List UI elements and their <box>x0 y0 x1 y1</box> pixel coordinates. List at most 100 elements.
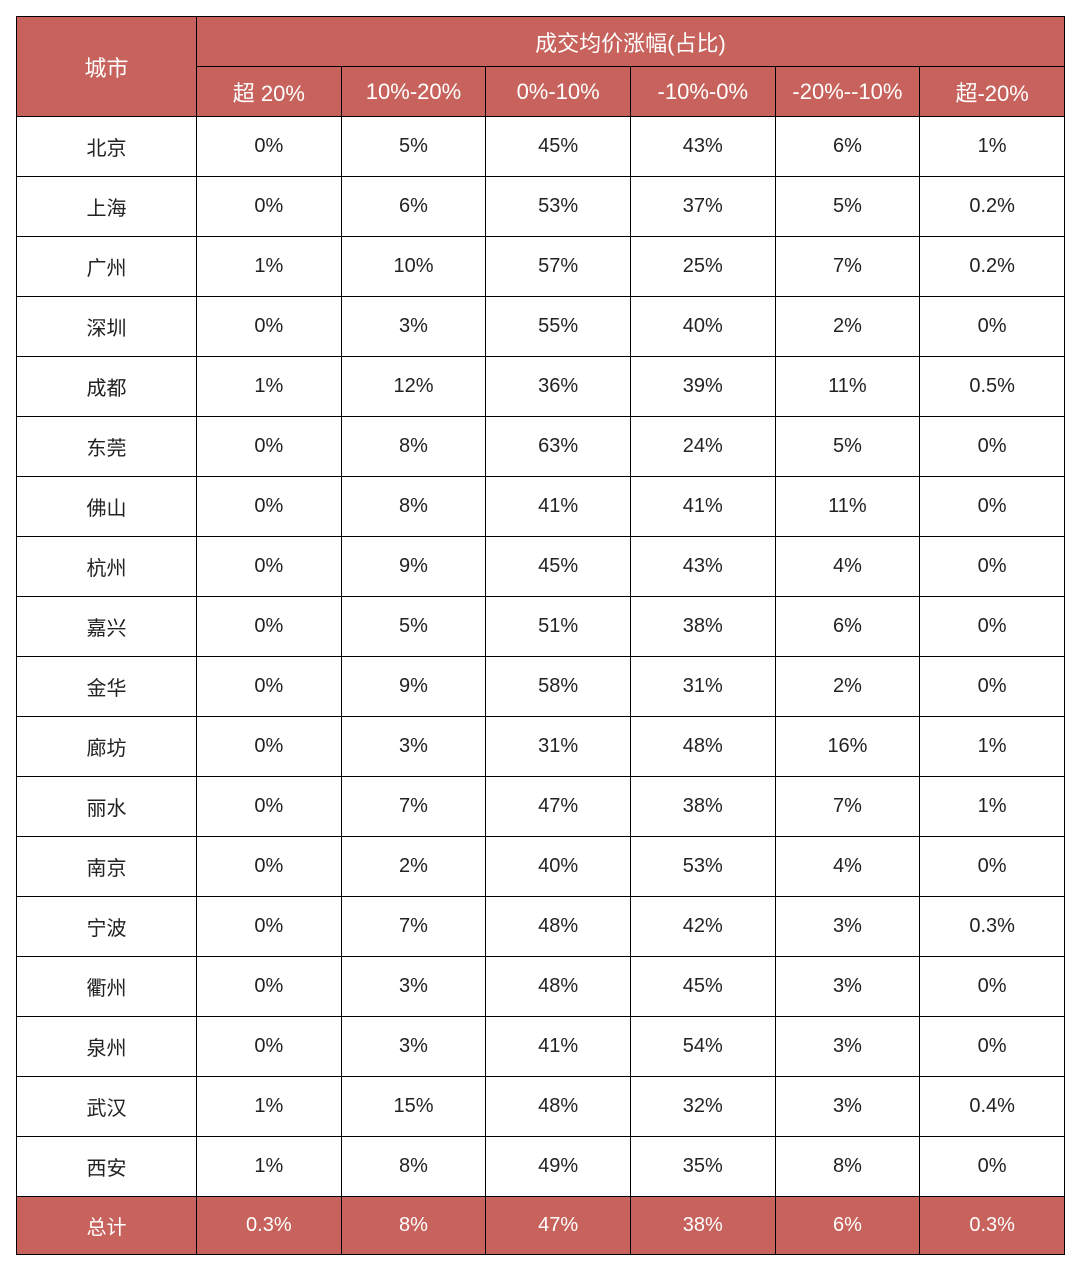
value-cell: 0% <box>197 417 342 477</box>
totals-label: 总计 <box>17 1197 197 1255</box>
header-range-5: 超-20% <box>920 67 1065 117</box>
city-cell: 杭州 <box>17 537 197 597</box>
value-cell: 3% <box>341 297 486 357</box>
value-cell: 0% <box>197 1017 342 1077</box>
table-row: 佛山0%8%41%41%11%0% <box>17 477 1065 537</box>
city-cell: 东莞 <box>17 417 197 477</box>
city-cell: 佛山 <box>17 477 197 537</box>
table-row: 深圳0%3%55%40%2%0% <box>17 297 1065 357</box>
value-cell: 16% <box>775 717 920 777</box>
value-cell: 37% <box>630 177 775 237</box>
value-cell: 39% <box>630 357 775 417</box>
table-header: 城市 成交均价涨幅(占比) 超 20% 10%-20% 0%-10% -10%-… <box>17 17 1065 117</box>
price-change-table: 城市 成交均价涨幅(占比) 超 20% 10%-20% 0%-10% -10%-… <box>16 16 1065 1255</box>
city-cell: 上海 <box>17 177 197 237</box>
value-cell: 1% <box>197 357 342 417</box>
city-cell: 武汉 <box>17 1077 197 1137</box>
table-row: 杭州0%9%45%43%4%0% <box>17 537 1065 597</box>
value-cell: 9% <box>341 537 486 597</box>
value-cell: 40% <box>486 837 631 897</box>
value-cell: 0% <box>920 837 1065 897</box>
value-cell: 5% <box>775 177 920 237</box>
value-cell: 2% <box>775 657 920 717</box>
value-cell: 3% <box>341 717 486 777</box>
value-cell: 6% <box>341 177 486 237</box>
value-cell: 1% <box>197 1137 342 1197</box>
value-cell: 48% <box>630 717 775 777</box>
value-cell: 0% <box>920 657 1065 717</box>
value-cell: 45% <box>630 957 775 1017</box>
value-cell: 8% <box>341 477 486 537</box>
value-cell: 57% <box>486 237 631 297</box>
table-row: 武汉1%15%48%32%3%0.4% <box>17 1077 1065 1137</box>
city-cell: 南京 <box>17 837 197 897</box>
city-cell: 西安 <box>17 1137 197 1197</box>
table-row: 金华0%9%58%31%2%0% <box>17 657 1065 717</box>
value-cell: 45% <box>486 537 631 597</box>
value-cell: 7% <box>775 777 920 837</box>
value-cell: 0% <box>920 957 1065 1017</box>
value-cell: 0% <box>197 657 342 717</box>
value-cell: 0.4% <box>920 1077 1065 1137</box>
value-cell: 11% <box>775 357 920 417</box>
value-cell: 1% <box>920 777 1065 837</box>
value-cell: 6% <box>775 117 920 177</box>
value-cell: 3% <box>775 1017 920 1077</box>
value-cell: 25% <box>630 237 775 297</box>
city-cell: 广州 <box>17 237 197 297</box>
value-cell: 5% <box>341 597 486 657</box>
value-cell: 48% <box>486 1077 631 1137</box>
value-cell: 48% <box>486 897 631 957</box>
value-cell: 36% <box>486 357 631 417</box>
value-cell: 0.3% <box>920 897 1065 957</box>
value-cell: 1% <box>920 717 1065 777</box>
city-cell: 泉州 <box>17 1017 197 1077</box>
value-cell: 0% <box>920 1017 1065 1077</box>
value-cell: 7% <box>341 777 486 837</box>
value-cell: 8% <box>341 417 486 477</box>
value-cell: 0% <box>197 957 342 1017</box>
value-cell: 40% <box>630 297 775 357</box>
value-cell: 45% <box>486 117 631 177</box>
value-cell: 0% <box>197 297 342 357</box>
value-cell: 4% <box>775 537 920 597</box>
value-cell: 7% <box>775 237 920 297</box>
value-cell: 12% <box>341 357 486 417</box>
city-cell: 成都 <box>17 357 197 417</box>
value-cell: 41% <box>486 477 631 537</box>
value-cell: 0% <box>197 717 342 777</box>
value-cell: 48% <box>486 957 631 1017</box>
value-cell: 3% <box>775 1077 920 1137</box>
value-cell: 2% <box>775 297 920 357</box>
value-cell: 49% <box>486 1137 631 1197</box>
value-cell: 4% <box>775 837 920 897</box>
totals-value-cell: 6% <box>775 1197 920 1255</box>
value-cell: 0.5% <box>920 357 1065 417</box>
table-row: 西安1%8%49%35%8%0% <box>17 1137 1065 1197</box>
totals-value-cell: 0.3% <box>197 1197 342 1255</box>
value-cell: 24% <box>630 417 775 477</box>
value-cell: 54% <box>630 1017 775 1077</box>
city-cell: 深圳 <box>17 297 197 357</box>
value-cell: 55% <box>486 297 631 357</box>
table-row: 东莞0%8%63%24%5%0% <box>17 417 1065 477</box>
value-cell: 38% <box>630 597 775 657</box>
value-cell: 1% <box>197 237 342 297</box>
city-cell: 衢州 <box>17 957 197 1017</box>
value-cell: 0% <box>197 597 342 657</box>
value-cell: 0% <box>197 477 342 537</box>
value-cell: 5% <box>341 117 486 177</box>
header-range-4: -20%--10% <box>775 67 920 117</box>
totals-value-cell: 47% <box>486 1197 631 1255</box>
table-body: 北京0%5%45%43%6%1%上海0%6%53%37%5%0.2%广州1%10… <box>17 117 1065 1255</box>
table-row: 上海0%6%53%37%5%0.2% <box>17 177 1065 237</box>
totals-value-cell: 0.3% <box>920 1197 1065 1255</box>
value-cell: 11% <box>775 477 920 537</box>
table-row: 宁波0%7%48%42%3%0.3% <box>17 897 1065 957</box>
value-cell: 43% <box>630 537 775 597</box>
city-cell: 金华 <box>17 657 197 717</box>
value-cell: 38% <box>630 777 775 837</box>
value-cell: 9% <box>341 657 486 717</box>
table-row: 嘉兴0%5%51%38%6%0% <box>17 597 1065 657</box>
value-cell: 3% <box>341 1017 486 1077</box>
